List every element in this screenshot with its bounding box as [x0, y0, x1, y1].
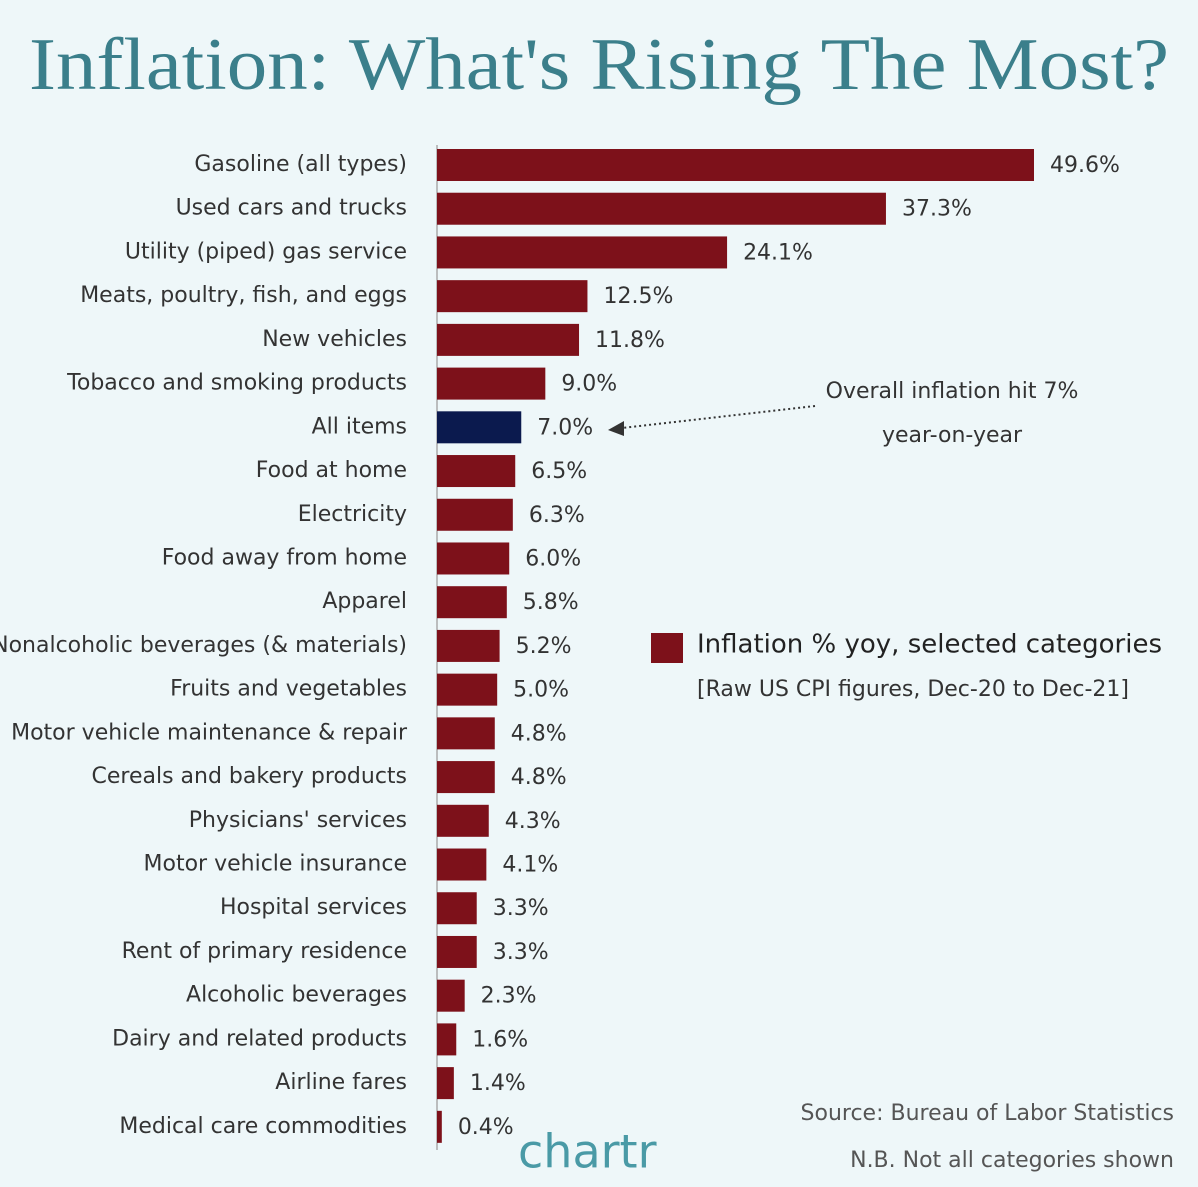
- category-label: Utility (piped) gas service: [125, 239, 407, 264]
- annotation: Overall inflation hit 7%: [826, 379, 1079, 404]
- bar: [437, 935, 477, 968]
- bar: [437, 411, 522, 444]
- bar: [437, 586, 507, 619]
- category-label: Medical care commodities: [119, 1114, 407, 1139]
- bar: [437, 848, 487, 881]
- value-label: 3.3%: [493, 940, 549, 965]
- value-label: 37.3%: [902, 197, 972, 222]
- category-label: Rent of primary residence: [122, 939, 407, 964]
- arrow-head: [608, 421, 624, 436]
- value-label: 4.1%: [502, 853, 558, 878]
- value-label: 4.8%: [511, 765, 567, 790]
- category-label: Dairy and related products: [112, 1026, 407, 1051]
- category-label: Tobacco and smoking products: [66, 371, 407, 396]
- value-label: 3.3%: [493, 896, 549, 921]
- value-label: 1.6%: [472, 1027, 528, 1052]
- source: Source: Bureau of Labor Statistics: [801, 1101, 1174, 1126]
- category-label: Hospital services: [220, 895, 407, 920]
- value-label: 4.8%: [511, 721, 567, 746]
- bar: [437, 1023, 457, 1056]
- value-label: 7.0%: [537, 415, 593, 440]
- category-label: Food at home: [256, 458, 407, 483]
- bar: [437, 673, 498, 706]
- category-label: Physicians' services: [189, 808, 407, 833]
- category-label: Alcoholic beverages: [186, 983, 407, 1008]
- bar: [437, 542, 510, 575]
- legend-note: [Raw US CPI figures, Dec-20 to Dec-21]: [697, 677, 1129, 702]
- bar: [437, 498, 513, 531]
- bar: [437, 804, 489, 837]
- annotation: year-on-year: [882, 423, 1023, 448]
- value-label: 4.3%: [505, 809, 561, 834]
- value-label: 6.3%: [529, 503, 585, 528]
- value-label: 6.0%: [525, 546, 581, 571]
- bar: [437, 717, 495, 750]
- value-label: 5.8%: [523, 590, 579, 615]
- bar: [437, 1067, 454, 1100]
- chart-title: Inflation: What's Rising The Most?: [29, 24, 1169, 106]
- category-label: Electricity: [298, 502, 407, 527]
- value-label: 9.0%: [561, 372, 617, 397]
- value-label: 12.5%: [603, 284, 673, 309]
- bar: [437, 892, 477, 925]
- bar: [437, 323, 580, 356]
- bar: [437, 455, 516, 488]
- category-label: Motor vehicle insurance: [144, 852, 407, 877]
- value-label: 6.5%: [531, 459, 587, 484]
- category-label: Fruits and vegetables: [170, 677, 407, 702]
- legend-label: Inflation % yoy, selected categories: [697, 630, 1162, 660]
- category-label: Airline fares: [275, 1070, 407, 1095]
- category-label: Apparel: [322, 589, 407, 614]
- value-label: 24.1%: [743, 240, 813, 265]
- bar: [437, 629, 500, 662]
- category-label: All items: [312, 414, 407, 439]
- value-label: 49.6%: [1050, 153, 1120, 178]
- bar: [437, 367, 546, 400]
- category-label: Cereals and bakery products: [92, 764, 408, 789]
- brand: chartr: [518, 1125, 657, 1179]
- annotation-arrow: [621, 405, 816, 429]
- category-label: Meats, poultry, fish, and eggs: [80, 283, 407, 308]
- bar: [437, 1110, 442, 1143]
- value-label: 5.0%: [513, 678, 569, 703]
- category-label: Nonalcoholic beverages (& materials): [0, 633, 407, 658]
- bar: [437, 192, 886, 225]
- value-label: 2.3%: [481, 984, 537, 1009]
- bar: [437, 149, 1034, 181]
- category-label: Used cars and trucks: [176, 196, 407, 221]
- note: N.B. Not all categories shown: [850, 1148, 1174, 1173]
- legend-swatch: [651, 633, 683, 663]
- category-label: Food away from home: [162, 545, 407, 570]
- bar: [437, 280, 588, 313]
- value-label: 1.4%: [470, 1071, 526, 1096]
- value-label: 5.2%: [516, 634, 572, 659]
- bar: [437, 236, 728, 269]
- category-label: Motor vehicle maintenance & repair: [11, 720, 408, 745]
- value-label: 11.8%: [595, 328, 665, 353]
- value-label: 0.4%: [458, 1115, 514, 1140]
- category-label: New vehicles: [262, 327, 407, 352]
- bar: [437, 761, 495, 794]
- bar: [437, 979, 465, 1012]
- category-label: Gasoline (all types): [194, 152, 407, 177]
